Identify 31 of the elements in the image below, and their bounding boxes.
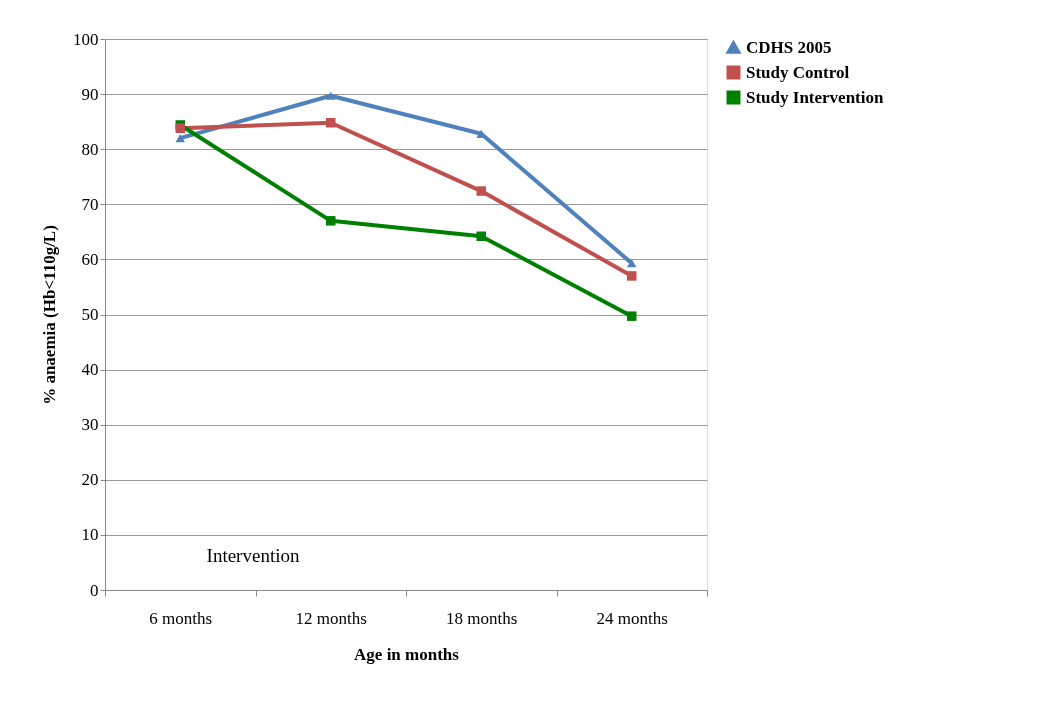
point xyxy=(175,134,185,143)
x-tick-label: 18 months xyxy=(446,608,518,628)
point xyxy=(175,123,185,134)
point xyxy=(326,91,336,100)
point xyxy=(627,271,637,281)
y-tick-label: 20 xyxy=(81,470,99,490)
point xyxy=(326,216,336,226)
x-axis-title: Age in months xyxy=(354,644,460,664)
y-tick-label: 80 xyxy=(81,139,99,159)
y-tick-label: 90 xyxy=(81,84,99,104)
y-tick-label: 10 xyxy=(81,525,99,545)
y-tick-label: 40 xyxy=(81,360,99,380)
x-tick-label: 12 months xyxy=(295,608,367,628)
legend-label: Study Control xyxy=(746,62,850,82)
x-tick-label: 6 months xyxy=(149,608,213,628)
point xyxy=(627,311,637,321)
point xyxy=(627,259,637,268)
y-tick-label: 50 xyxy=(81,305,99,324)
point xyxy=(326,118,336,128)
x-tick-label: 24 months xyxy=(596,608,668,628)
annotation: Intervention xyxy=(206,545,300,566)
y-tick-label: 100 xyxy=(73,29,99,49)
y-tick-label: 60 xyxy=(81,249,99,269)
y-tick-label: 0 xyxy=(90,580,99,600)
y-axis-title: % anaemia (Hb<110g/L) xyxy=(40,225,59,405)
y-tick-label: 70 xyxy=(81,194,99,214)
legend-label: CDHS 2005 xyxy=(746,37,832,57)
point xyxy=(476,231,486,241)
legend-label: Study Intervention xyxy=(746,87,884,107)
point xyxy=(476,186,486,196)
y-tick-label: 30 xyxy=(81,415,99,435)
